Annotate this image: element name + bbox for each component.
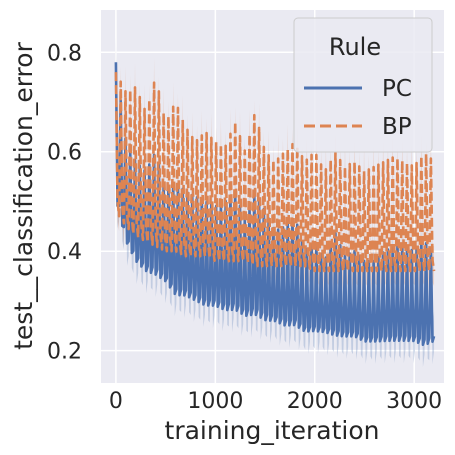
series-line-bp <box>114 72 436 273</box>
series-lines <box>114 62 436 346</box>
tick-labels: 0 1000 2000 3000 0.2 0.4 0.6 0.8 <box>47 41 442 414</box>
legend-title: Rule <box>329 33 381 61</box>
y-axis-label: test__classification_error <box>9 41 38 349</box>
x-axis-label: training_iteration <box>165 416 380 445</box>
series-line-pc <box>114 62 436 346</box>
y-tick-label: 0.4 <box>47 240 82 265</box>
x-tick-label: 2000 <box>287 389 343 414</box>
legend-label-pc: PC <box>382 76 412 102</box>
x-tick-label: 3000 <box>386 389 442 414</box>
y-tick-label: 0.8 <box>47 41 82 66</box>
legend-label-bp: BP <box>382 114 412 140</box>
x-tick-label: 0 <box>109 389 123 414</box>
y-tick-label: 0.2 <box>47 340 82 365</box>
y-tick-label: 0.6 <box>47 141 82 166</box>
legend: Rule PC BP <box>293 17 433 153</box>
legend-box <box>293 17 433 153</box>
x-tick-label: 1000 <box>187 389 243 414</box>
